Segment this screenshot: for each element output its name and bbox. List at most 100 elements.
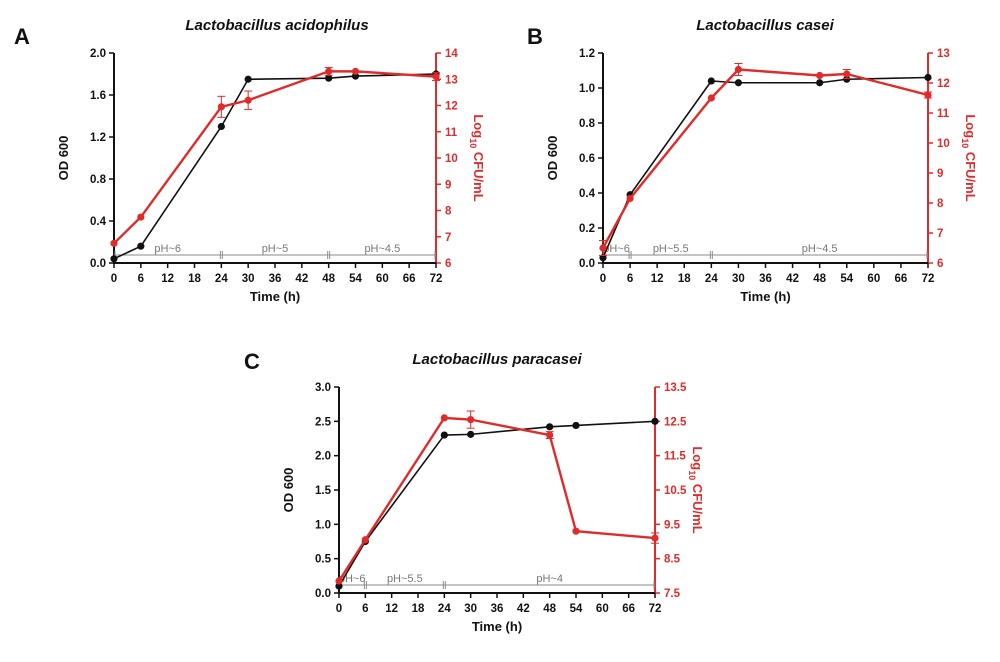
cfu-data-point [137,213,145,221]
y2-tick-label: 6 [937,258,943,270]
od-data-point [924,73,932,82]
y2-label-unit: CFU/mL [963,148,978,202]
y2-tick-label: 9 [445,179,451,191]
y-tick-label: 3.0 [315,382,331,394]
y-tick-label: 1.0 [315,519,331,531]
y2-tick-label: 12 [445,101,458,113]
y-tick-label: 1.0 [579,83,595,95]
x-axis-label: Time (h) [250,289,300,304]
x-tick-label: 36 [759,273,772,285]
x-axis-label: Time (h) [740,289,790,304]
y2-tick-label: 11.5 [664,451,686,463]
y-tick-label: 0.0 [579,258,595,270]
od-data-point [440,431,448,439]
y2-tick-label: 12.5 [664,416,687,428]
x-tick-label: 12 [651,273,664,285]
y2-axis-label: Log10 CFU/mL [687,446,705,533]
od-data-point [707,77,715,85]
ph-phase-label: pH~6 [154,243,181,255]
cfu-data-point [843,70,851,78]
y2-label-base: Log [690,446,705,470]
y-tick-label: 0.4 [90,216,107,228]
y-axis-label: OD 600 [56,136,71,181]
x-tick-label: 54 [349,273,362,285]
x-tick-label: 12 [385,603,398,615]
y2-axis-label: Log10 CFU/mL [468,114,486,201]
y2-tick-label: 7 [445,232,451,244]
ph-phase-label: pH~5.5 [387,573,423,585]
x-tick-label: 0 [111,273,117,285]
y2-tick-label: 11 [445,127,458,139]
y-tick-label: 0.0 [315,588,331,600]
chart-title: Lactobacillus casei [696,17,834,34]
x-tick-label: 0 [600,273,606,285]
y2-tick-label: 10 [937,138,950,150]
y2-label-subscript: 10 [687,470,697,480]
x-tick-label: 18 [188,273,201,285]
y-tick-label: 0.8 [90,174,107,186]
x-tick-label: 30 [732,273,745,285]
cfu-series-line [113,70,437,245]
y2-tick-label: 7 [937,228,943,240]
x-tick-label: 18 [412,603,425,615]
y2-tick-label: 14 [445,48,458,60]
cfu-data-point [599,244,607,252]
x-tick-label: 6 [627,273,633,285]
y-tick-label: 0.5 [315,554,332,566]
panel-a: A Lactobacillus acidophilus 0.0 0.4 0.8 1.2 1.… [14,17,486,304]
y-tick-label: 0.4 [579,188,596,200]
od-series-line [338,420,656,587]
cfu-data-point [626,194,634,203]
y2-tick-label: 13 [937,48,950,60]
y2-tick-label: 10 [445,153,458,165]
y2-tick-label: 9 [937,168,943,180]
y-tick-label: 1.6 [90,90,106,102]
ph-phase-label: pH~6 [603,243,630,255]
y-tick-label: 0.2 [579,223,595,235]
x-tick-label: 66 [622,603,635,615]
x-tick-label: 12 [161,273,174,285]
y-tick-label: 0.8 [579,118,596,130]
y2-tick-label: 6 [445,258,451,270]
ph-phase-label: pH~4.5 [364,243,400,255]
x-axis-label: Time (h) [472,619,522,634]
od-data-point [734,79,743,87]
cfu-data-point [110,239,118,247]
cfu-data-point [432,73,440,81]
cfu-data-point [440,414,448,422]
y2-tick-label: 8 [445,206,452,218]
od-data-point [572,421,580,430]
y2-tick-label: 10.5 [664,485,687,497]
y-tick-label: 1.5 [315,485,332,497]
y2-label-base: Log [471,114,486,138]
x-tick-label: 6 [362,603,368,615]
cfu-data-point [924,91,932,99]
y-axis-label: OD 600 [545,136,560,181]
od-data-point [325,74,333,82]
y-tick-label: 1.2 [579,48,595,60]
panel-b: B Lactobacillus casei 0.0 0.2 0.4 0.6 0.8 1.0 1.… [527,17,978,304]
panel-letter: C [244,349,260,374]
x-tick-label: 48 [543,603,556,615]
y2-label-subscript: 10 [960,138,970,148]
x-tick-label: 72 [922,273,935,285]
cfu-series-line [601,68,929,249]
y-tick-label: 0.6 [579,153,595,165]
y2-tick-label: 11 [937,108,950,120]
x-tick-label: 48 [813,273,826,285]
y2-tick-label: 13.5 [664,382,687,394]
y2-label-unit: CFU/mL [471,148,486,202]
y2-axis-label: Log10 CFU/mL [960,114,978,201]
cfu-data-point [546,431,554,439]
ph-phase-label: pH~4 [536,573,563,585]
x-tick-label: 24 [215,273,228,285]
y-tick-label: 1.2 [90,132,106,144]
x-tick-label: 0 [336,603,342,615]
cfu-data-point [572,527,580,535]
ph-phase-label: pH~5 [262,243,289,255]
x-tick-label: 24 [705,273,718,285]
cfu-data-point [351,67,360,75]
cfu-series-line [337,416,656,582]
